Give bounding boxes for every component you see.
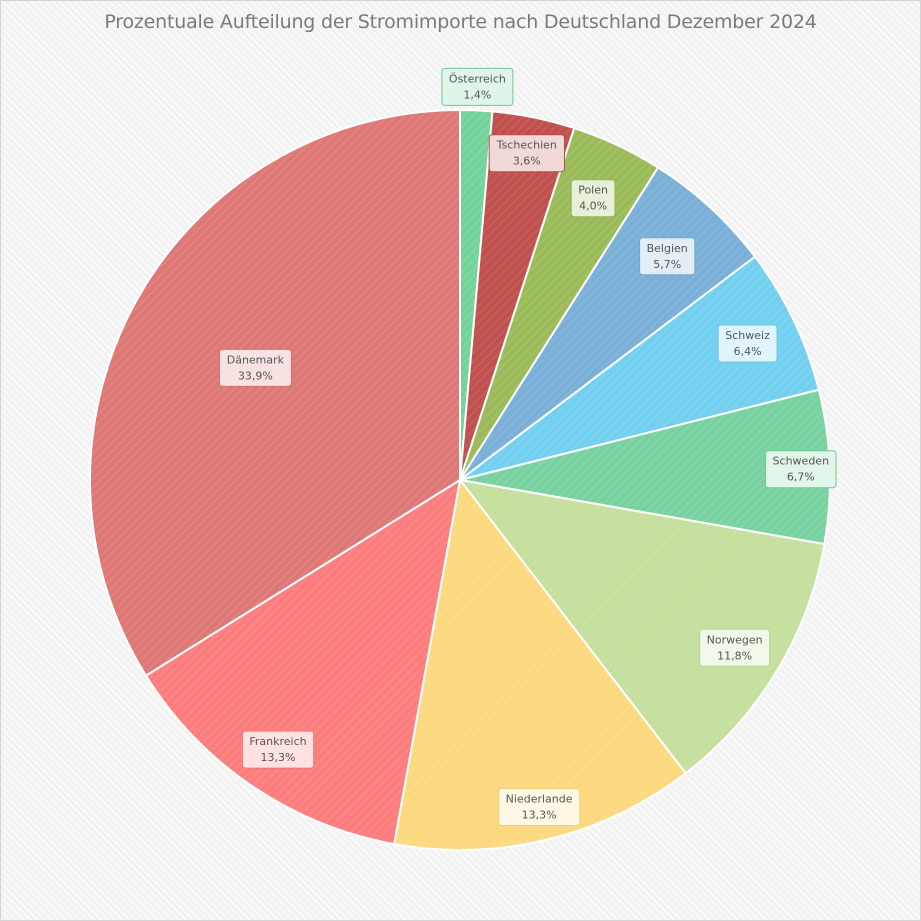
data-label-niederlande-box <box>498 788 581 826</box>
data-label-danemark-name: Dänemark <box>227 353 285 366</box>
pie-slice-niederlande <box>392 477 688 851</box>
data-label-osterreich-value: 1,4% <box>463 88 491 101</box>
data-label-tschechien-box <box>488 134 566 173</box>
data-label-norwegen-name: Norwegen <box>707 633 763 646</box>
pie-slice-tschechien <box>459 110 576 481</box>
pie-slice-schweiz <box>459 255 821 481</box>
data-label-schweiz: Schweiz 6,4% <box>717 324 778 363</box>
pie-slice-schweden-texture <box>460 389 831 545</box>
data-label-schweden-value: 6,7% <box>787 471 815 484</box>
data-label-tschechien-value: 3,6% <box>513 155 541 168</box>
data-label-tschechien-name: Tschechien <box>496 139 557 152</box>
data-label-belgien-box <box>639 237 696 276</box>
data-label-tschechien: Tschechien 3,6% <box>488 134 566 173</box>
data-label-polen-box <box>570 179 616 218</box>
pie-slice-frankreich-texture <box>145 480 460 845</box>
data-label-norwegen-box <box>699 628 771 667</box>
pie-slice-danemark-texture <box>89 110 460 676</box>
pie-slice-frankreich <box>144 477 462 846</box>
data-label-frankreich-name: Frankreich <box>249 735 306 748</box>
data-label-osterreich-box <box>441 67 514 106</box>
pie-slice-danemark <box>89 108 461 677</box>
pie-slices <box>89 108 831 851</box>
data-label-danemark-value: 33,9% <box>238 369 273 382</box>
data-label-frankreich-box <box>241 730 315 769</box>
pie-slice-norwegen-texture <box>460 480 825 774</box>
data-label-schweiz-value: 6,4% <box>734 345 762 358</box>
data-label-schweiz-name: Schweiz <box>725 329 770 342</box>
data-label-belgien: Belgien 5,7% <box>639 237 696 276</box>
data-label-danemark-box <box>219 348 292 387</box>
pie-labels: Österreich 1,4% Tschechien 3,6% Polen 4,0% Bel… <box>219 67 837 826</box>
data-label-belgien-value: 5,7% <box>653 258 681 271</box>
pie-slice-niederlande-texture <box>394 480 686 851</box>
data-label-osterreich: Österreich 1,4% <box>441 67 514 106</box>
data-label-schweden: Schweden 6,7% <box>765 450 837 489</box>
pie-slice-schweiz-texture <box>460 256 819 480</box>
data-label-belgien-name: Belgien <box>647 242 688 255</box>
chart-title: Prozentuale Aufteilung der Stromimporte … <box>104 11 817 33</box>
data-label-niederlande-name: Niederlande <box>506 793 573 806</box>
data-label-schweiz-box <box>717 324 778 363</box>
data-label-polen: Polen 4,0% <box>570 179 616 218</box>
data-label-niederlande: Niederlande 13,3% <box>498 788 581 826</box>
data-label-norwegen: Norwegen 11,8% <box>699 628 771 667</box>
pie-slice-tschechien-texture <box>460 111 575 481</box>
data-label-danemark: Dänemark 33,9% <box>219 348 292 387</box>
pie-slice-norwegen <box>457 478 826 775</box>
data-label-norwegen-value: 11,8% <box>717 649 752 662</box>
data-label-schweden-box <box>765 450 837 489</box>
data-label-polen-name: Polen <box>578 184 608 197</box>
data-label-schweden-name: Schweden <box>773 455 830 468</box>
data-label-niederlande-value: 13,3% <box>522 809 557 822</box>
data-label-polen-value: 4,0% <box>579 200 607 213</box>
data-label-frankreich: Frankreich 13,3% <box>241 730 315 769</box>
data-label-osterreich-name: Österreich <box>449 72 506 85</box>
data-label-frankreich-value: 13,3% <box>261 751 296 764</box>
